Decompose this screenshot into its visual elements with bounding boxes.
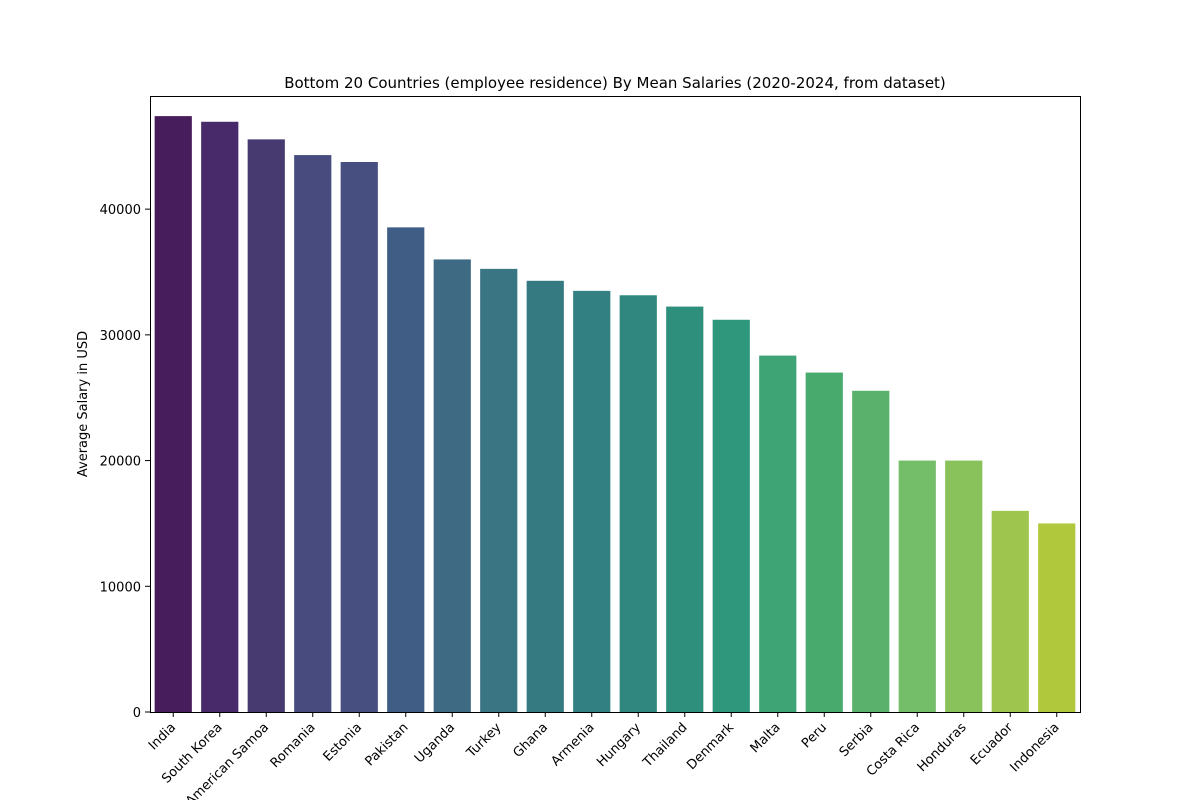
x-tick-label: American Samoa [183,720,272,800]
bar [759,355,797,712]
bar [340,162,378,712]
bar [805,372,843,712]
bar [619,295,657,712]
y-tick-label: 40000 [100,203,141,218]
y-tick-label: 20000 [100,455,141,470]
bar [945,460,983,712]
bar [247,139,285,712]
bar [294,155,332,713]
x-tick-label: Armenia [548,720,597,769]
x-tick-label: Hungary [594,720,644,770]
bar [433,259,471,712]
x-tick-label: Romania [268,720,319,771]
x-tick-label: Indonesia [1008,720,1063,775]
x-tick-label: Uganda [412,720,458,766]
bar [898,460,936,712]
bar [573,290,611,712]
bar [387,227,425,712]
x-tick-label: Denmark [684,720,737,773]
bar [1038,523,1076,712]
bars [154,116,1076,713]
bar [852,390,890,712]
bar [991,510,1029,712]
bar [666,306,704,712]
y-axis-label: Average Salary in USD [76,331,91,477]
x-tick-label: Peru [799,720,830,751]
plot-frame [150,96,1081,713]
x-tick-label: Thailand [640,720,691,771]
x-tick-label: Ecuador [968,720,1017,769]
y-axis: 0 10000 20000 30000 40000 [100,203,150,721]
bar [712,319,750,712]
x-tick-label: Estonia [321,720,365,764]
bar [526,280,564,712]
chart-title: Bottom 20 Countries (employee residence)… [284,74,946,92]
y-tick-label: 10000 [100,580,141,595]
x-tick-label: Pakistan [362,720,411,769]
y-tick-label: 0 [133,706,141,721]
bar [201,121,239,712]
y-tick-label: 30000 [100,329,141,344]
bar [480,268,518,712]
x-tick-label: India [146,720,179,753]
x-tick-label: Turkey [463,720,504,761]
x-tick-label: Serbia [837,720,877,760]
bar [154,116,192,713]
x-tick-label: Malta [748,720,784,756]
x-tick-label: Ghana [510,720,551,761]
x-tick-label: Honduras [915,720,970,775]
